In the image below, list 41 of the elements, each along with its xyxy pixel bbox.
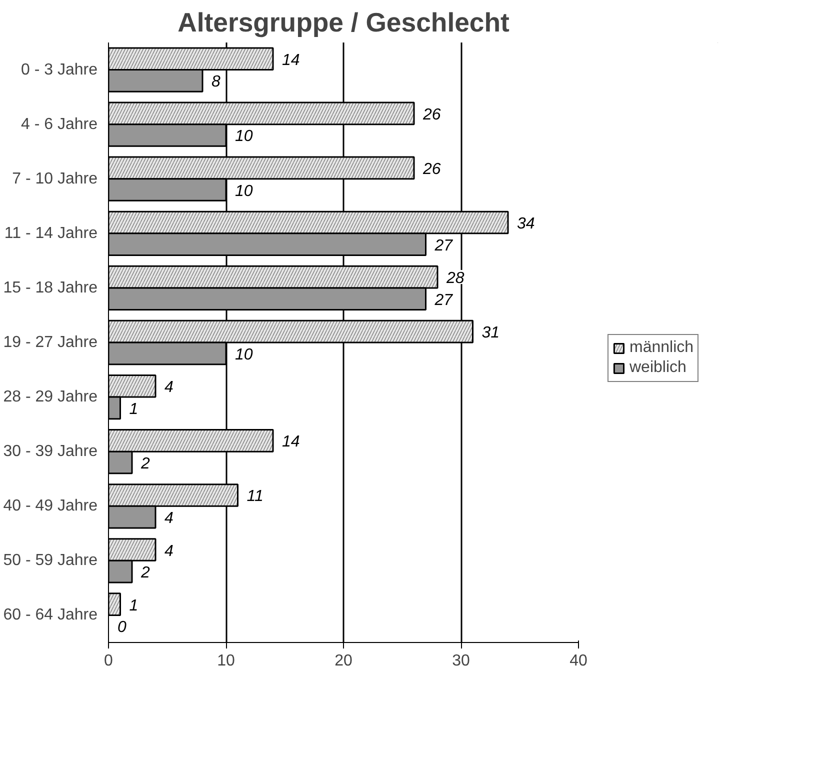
chart-title: Altersgruppe / Geschlecht <box>178 8 510 38</box>
y-tick-label: 7 - 10 Jahre <box>12 170 98 188</box>
y-tick-label: 30 - 39 Jahre <box>3 443 98 460</box>
data-label: 4 <box>164 542 174 560</box>
legend-label: männlich <box>629 339 694 357</box>
y-tick-label: 60 - 64 Jahre <box>3 606 98 624</box>
data-label: 28 <box>446 270 464 288</box>
data-label: 4 <box>164 379 174 396</box>
data-label: 27 <box>434 292 454 309</box>
y-tick-label: 15 - 18 Jahre <box>3 279 98 296</box>
legend-label: weiblich <box>629 359 686 377</box>
y-tick-label: 0 - 3 Jahre <box>21 61 98 78</box>
data-label: 10 <box>235 128 253 146</box>
y-tick-label: 19 - 27 Jahre <box>3 334 98 351</box>
data-label: 14 <box>282 52 300 69</box>
data-label: 2 <box>140 456 150 472</box>
data-label: 26 <box>422 160 441 178</box>
data-label: 11 <box>246 488 264 506</box>
data-label: 26 <box>422 106 441 124</box>
x-tick-label: 10 <box>217 652 235 670</box>
x-tick-label: 0 <box>104 652 114 670</box>
data-label: 8 <box>212 74 220 91</box>
data-label: 14 <box>282 434 300 451</box>
x-tick-label: 40 <box>570 652 588 670</box>
y-tick-label: 28 - 29 Jahre <box>3 388 98 406</box>
data-label: 10 <box>235 182 253 200</box>
data-label: 2 <box>140 564 150 582</box>
data-label: 0 <box>118 619 126 636</box>
data-label: 1 <box>129 400 138 418</box>
x-tick-label: 30 <box>452 652 470 670</box>
data-label: 27 <box>434 237 454 254</box>
y-tick-label: 4 - 6 Jahre <box>21 116 98 133</box>
data-label: 1 <box>129 597 138 614</box>
data-label: 31 <box>482 324 500 342</box>
y-tick-label: 50 - 59 Jahre <box>3 552 98 570</box>
data-label: 34 <box>517 216 535 232</box>
y-tick-label: 11 - 14 Jahre <box>4 224 98 242</box>
y-tick-label: 40 - 49 Jahre <box>3 498 98 515</box>
data-label: 4 <box>164 510 174 528</box>
x-tick-label: 20 <box>334 652 352 670</box>
data-label: 10 <box>235 346 253 364</box>
